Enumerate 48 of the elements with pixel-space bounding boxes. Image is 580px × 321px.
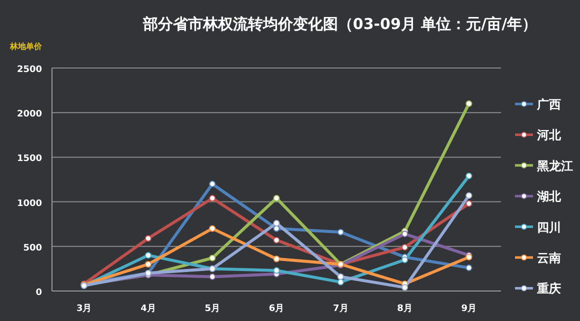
legend-label: 广西 — [536, 98, 561, 112]
x-tick-label: 6月 — [268, 303, 284, 314]
point — [144, 260, 152, 268]
point — [337, 228, 344, 236]
legend-label: 四川 — [537, 220, 561, 234]
point — [337, 278, 344, 286]
legend-label: 云南 — [537, 251, 561, 265]
point — [209, 254, 216, 262]
x-tick-label: 4月 — [140, 303, 156, 314]
y-tick-label: 2500 — [16, 65, 42, 75]
point — [466, 100, 472, 107]
point — [466, 192, 472, 199]
point — [466, 172, 472, 180]
point — [401, 230, 408, 238]
legend-label: 重庆 — [536, 282, 561, 296]
y-tick-label: 1000 — [16, 198, 42, 209]
x-tick-label: 9月 — [461, 303, 477, 314]
legend-label: 湖北 — [536, 190, 562, 204]
point — [273, 220, 280, 227]
y-tick-label: 500 — [23, 243, 42, 254]
y-axis-title: 林地单价 — [9, 42, 43, 51]
point — [273, 194, 280, 202]
point — [273, 267, 280, 274]
x-tick-label: 5月 — [204, 303, 220, 314]
point — [273, 225, 280, 232]
point — [144, 252, 152, 259]
point — [401, 244, 408, 251]
x-tick-label: 3月 — [76, 303, 92, 314]
point — [209, 225, 216, 232]
point — [401, 256, 408, 264]
x-tick-label: 7月 — [333, 303, 348, 314]
legend-label: 黑龙江 — [536, 158, 573, 173]
point — [466, 264, 472, 272]
point — [337, 273, 344, 280]
y-tick-label: 0 — [36, 288, 42, 298]
point — [273, 236, 280, 244]
y-tick-label: 2000 — [16, 110, 42, 120]
chart-title: 部分省市林权流转均价变化图（03-09月 单位：元/亩/年） — [142, 15, 538, 33]
point — [273, 256, 280, 262]
point — [209, 194, 216, 202]
point — [466, 200, 472, 207]
point — [401, 284, 408, 291]
legend-label: 河北 — [536, 128, 562, 142]
point — [209, 273, 216, 280]
point — [209, 180, 216, 188]
y-tick-label: 1500 — [16, 154, 42, 164]
point — [144, 235, 152, 242]
x-tick-label: 8月 — [397, 303, 412, 314]
